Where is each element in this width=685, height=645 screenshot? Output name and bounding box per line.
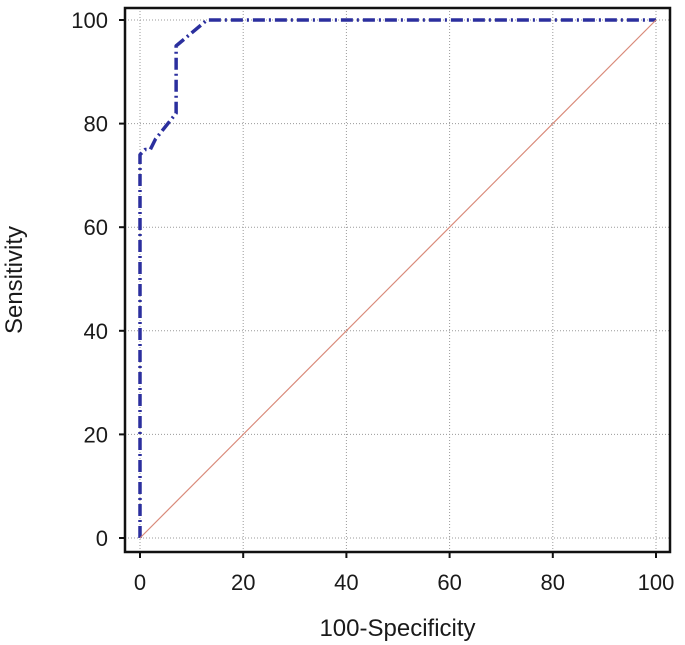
roc-curve (138, 18, 656, 538)
reference-diagonal (139, 19, 657, 539)
plot-frame (123, 6, 672, 554)
y-tick-label: 40 (84, 319, 108, 344)
x-tick-label: 40 (334, 570, 358, 595)
tick-labels: 0 20 40 60 80 100 0 20 40 60 80 100 (71, 8, 674, 595)
y-tick-label: 60 (84, 215, 108, 240)
x-tick-label: 0 (134, 570, 146, 595)
x-tick-label: 60 (437, 570, 461, 595)
y-tick-label: 20 (84, 422, 108, 447)
x-tick-label: 20 (231, 570, 255, 595)
y-tick-label: 100 (71, 8, 108, 33)
y-tick-label: 80 (84, 112, 108, 137)
y-tick-label: 0 (96, 526, 108, 551)
y-axis-title: Sensitivity (1, 226, 28, 334)
x-tick-label: 100 (638, 570, 675, 595)
x-axis-title: 100-Specificity (319, 615, 475, 642)
x-tick-label: 80 (541, 570, 565, 595)
series-layer (138, 18, 657, 539)
